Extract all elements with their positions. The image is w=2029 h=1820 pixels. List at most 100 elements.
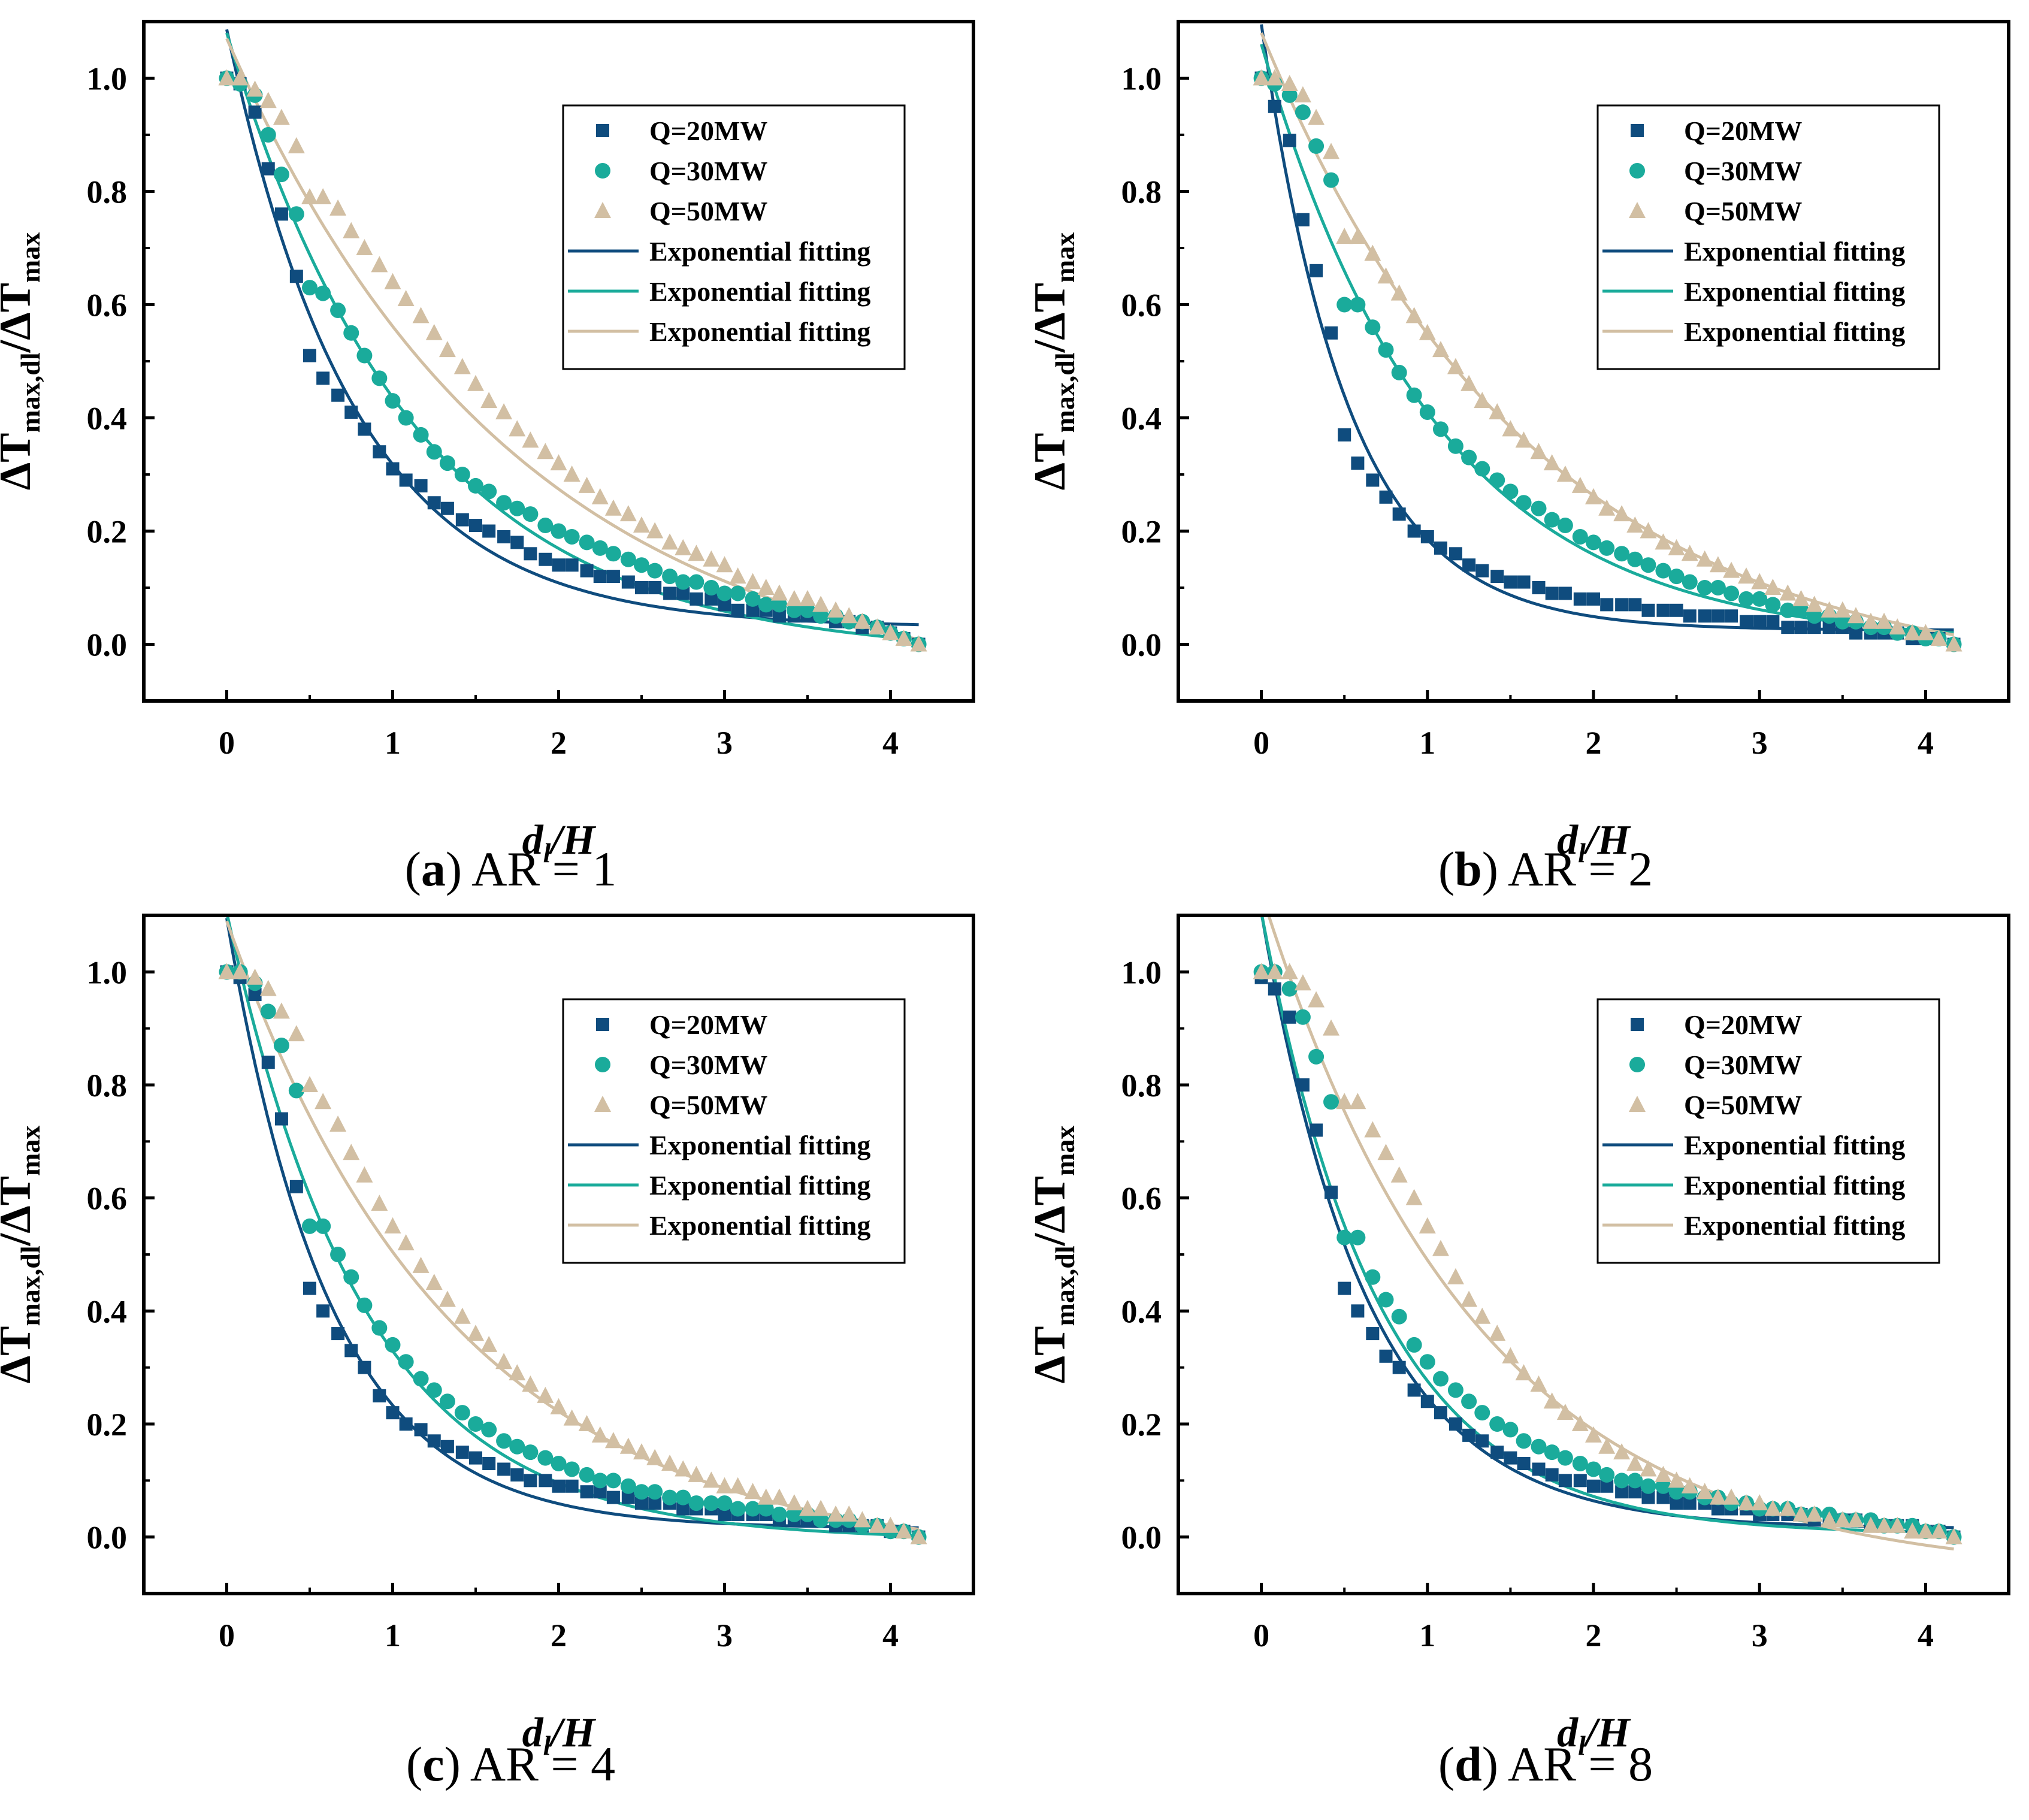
data-point [1323, 1094, 1339, 1110]
data-point [688, 545, 705, 561]
data-point [303, 1281, 316, 1295]
data-point [371, 370, 388, 386]
data-point [1723, 585, 1740, 601]
data-point [1571, 1415, 1589, 1431]
data-point [663, 586, 677, 600]
data-point [1806, 608, 1822, 624]
data-point [854, 1511, 871, 1528]
data-point [537, 443, 554, 459]
data-point [218, 963, 235, 979]
data-point [1379, 490, 1393, 504]
data-point [261, 1056, 275, 1069]
data-point [1515, 431, 1532, 448]
data-point [1349, 1093, 1366, 1109]
data-point [469, 1451, 482, 1465]
data-point [1598, 499, 1616, 516]
data-point [745, 1501, 761, 1517]
data-point [259, 92, 277, 108]
data-point [1544, 512, 1560, 528]
data-point [1670, 1496, 1683, 1510]
data-point [552, 558, 566, 572]
data-point [218, 69, 235, 86]
data-point [413, 427, 429, 443]
data-point [496, 495, 512, 511]
legend-marker [595, 1057, 610, 1072]
data-point [1432, 1239, 1449, 1256]
data-point [1585, 488, 1602, 504]
data-point [1904, 1522, 1921, 1539]
data-point [260, 127, 276, 143]
data-point [579, 1467, 595, 1483]
data-point [522, 1375, 539, 1392]
data-point [1753, 615, 1767, 628]
data-point [260, 1003, 276, 1020]
panel-caption: (d) AR = 8 [1438, 1737, 1653, 1791]
data-point [1834, 1511, 1851, 1528]
data-point [882, 1516, 899, 1533]
data-point [497, 530, 511, 543]
data-point [635, 581, 648, 594]
data-point [551, 1456, 567, 1472]
data-point [813, 608, 829, 624]
data-point [302, 280, 317, 296]
data-point [1338, 428, 1351, 442]
data-point [302, 1218, 317, 1234]
data-point [453, 358, 471, 374]
data-point [481, 483, 497, 500]
data-point [1504, 575, 1517, 589]
data-point [812, 595, 830, 612]
data-point [592, 540, 608, 556]
data-point [604, 499, 622, 516]
legend-box [562, 998, 906, 1264]
data-point [1336, 1093, 1353, 1109]
data-point [288, 1025, 305, 1042]
data-point [771, 1506, 787, 1522]
data-point [246, 80, 264, 97]
data-point [331, 388, 345, 402]
data-point [1475, 564, 1489, 578]
data-point [1738, 567, 1755, 584]
data-point [1587, 592, 1600, 606]
data-point [1683, 609, 1697, 623]
data-point [1766, 615, 1780, 628]
legend-label: Exponential fitting [649, 1210, 870, 1241]
data-point [1628, 1485, 1642, 1499]
data-point [1655, 1478, 1671, 1494]
legend-box [562, 104, 906, 370]
data-point [1556, 1404, 1574, 1420]
data-point [1614, 546, 1630, 562]
legend-label: Q=20MW [1684, 116, 1802, 146]
data-point [425, 1274, 443, 1290]
chart-panel: 0 1 2 3 4 0.0 0.2 0.4 0.6 0.8 1.0 dl/H ΔTmax,dl/ΔTma… [1026, 20, 2010, 896]
data-point [605, 1473, 621, 1489]
data-point [1627, 1473, 1643, 1489]
legend-marker [1629, 202, 1646, 218]
data-point [1945, 1528, 1963, 1544]
data-point [1350, 1229, 1366, 1245]
data-point [1474, 1405, 1490, 1421]
data-point [1517, 575, 1531, 589]
x-tick-label: 2 [551, 1618, 567, 1653]
data-point [1738, 591, 1755, 607]
data-point [1336, 1229, 1353, 1245]
data-point [619, 505, 637, 522]
data-point [1308, 1048, 1325, 1065]
data-point [467, 1325, 484, 1341]
data-point [716, 556, 733, 573]
data-point [1807, 621, 1821, 634]
y-tick-label: 1.0 [1121, 954, 1162, 990]
data-point [316, 1304, 330, 1318]
data-point [770, 584, 788, 601]
legend-label: Q=20MW [649, 1009, 767, 1040]
legend-label: Exponential fitting [1684, 276, 1905, 307]
data-point [1614, 1473, 1630, 1489]
data-point [343, 1144, 360, 1160]
data-point [1432, 1371, 1449, 1387]
data-point [344, 406, 358, 419]
data-point [703, 580, 719, 595]
legend-marker [594, 1096, 611, 1112]
legend-label: Q=50MW [649, 1090, 767, 1120]
data-point [1794, 621, 1808, 634]
data-point [621, 575, 635, 589]
data-point [1447, 1382, 1463, 1398]
